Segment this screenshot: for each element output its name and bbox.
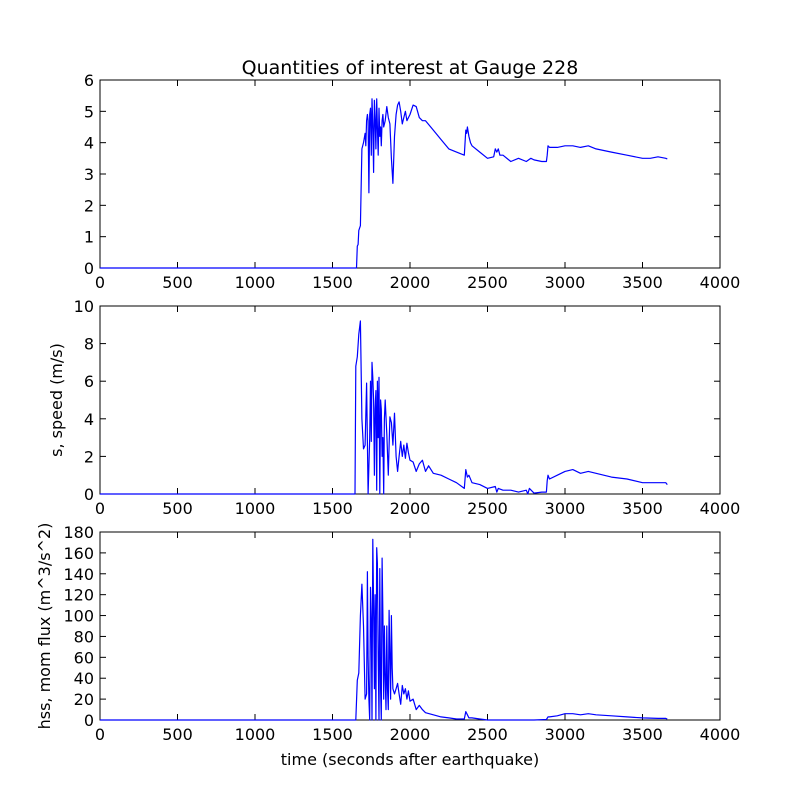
y-tick-label: 4: [84, 410, 94, 429]
x-tick-label: 4000: [700, 499, 741, 518]
x-tick-label: 1500: [312, 499, 353, 518]
x-axis-label: time (seconds after earthquake): [281, 750, 539, 769]
x-tick-label: 3000: [545, 273, 586, 292]
y-tick-label: 40: [74, 669, 94, 688]
y-tick-label: 4: [84, 134, 94, 153]
y-tick-label: 8: [84, 335, 94, 354]
y-tick-label: 120: [63, 586, 94, 605]
y-tick-label: 2: [84, 196, 94, 215]
x-tick-label: 3000: [545, 499, 586, 518]
x-tick-label: 4000: [700, 273, 741, 292]
x-tick-label: 1500: [312, 273, 353, 292]
x-tick-label: 500: [162, 725, 193, 744]
y-tick-label: 10: [74, 297, 94, 316]
x-tick-label: 2500: [467, 499, 508, 518]
figure-background: [0, 0, 800, 800]
x-tick-label: 0: [95, 499, 105, 518]
x-tick-label: 1500: [312, 725, 353, 744]
x-tick-label: 2500: [467, 725, 508, 744]
figure: Quantities of interest at Gauge 228 0 500…: [0, 0, 800, 800]
y-tick-label: 80: [74, 627, 94, 646]
x-tick-label: 3000: [545, 725, 586, 744]
y-tick-label: 60: [74, 648, 94, 667]
y-tick-label: 20: [74, 690, 94, 709]
x-tick-label: 3500: [622, 725, 663, 744]
x-tick-label: 4000: [700, 725, 741, 744]
x-tick-label: 1000: [235, 499, 276, 518]
y-tick-label: 140: [63, 565, 94, 584]
x-tick-label: 500: [162, 499, 193, 518]
y-axis-label: s, speed (m/s): [47, 343, 66, 457]
x-tick-label: 500: [162, 273, 193, 292]
y-tick-label: 0: [84, 711, 94, 730]
y-tick-label: 6: [84, 372, 94, 391]
chart-title: Quantities of interest at Gauge 228: [242, 57, 579, 79]
x-tick-label: 0: [95, 273, 105, 292]
y-tick-label: 5: [84, 102, 94, 121]
x-tick-label: 1000: [235, 725, 276, 744]
y-tick-label: 180: [63, 523, 94, 542]
x-tick-label: 1000: [235, 273, 276, 292]
y-tick-label: 2: [84, 447, 94, 466]
y-tick-label: 6: [84, 71, 94, 90]
y-tick-label: 160: [63, 544, 94, 563]
x-tick-label: 3500: [622, 499, 663, 518]
x-tick-label: 2000: [390, 499, 431, 518]
x-tick-label: 0: [95, 725, 105, 744]
y-axis-label: hss, mom flux (m^3/s^2): [35, 523, 54, 730]
y-tick-label: 100: [63, 607, 94, 626]
y-tick-label: 0: [84, 485, 94, 504]
y-tick-label: 3: [84, 165, 94, 184]
x-tick-label: 2000: [390, 273, 431, 292]
y-tick-label: 0: [84, 259, 94, 278]
x-tick-label: 3500: [622, 273, 663, 292]
x-tick-label: 2500: [467, 273, 508, 292]
y-tick-label: 1: [84, 228, 94, 247]
x-tick-label: 2000: [390, 725, 431, 744]
